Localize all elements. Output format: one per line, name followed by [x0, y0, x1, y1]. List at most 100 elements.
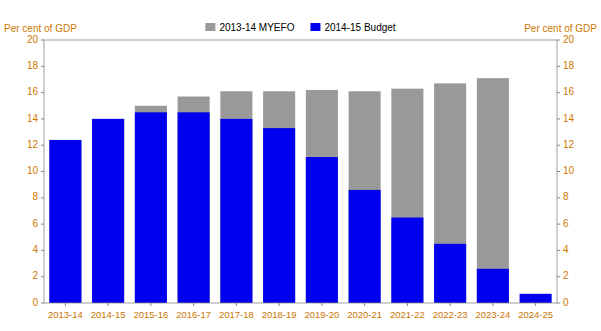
y-tick: [41, 171, 44, 172]
y-tick-label: 8: [32, 191, 38, 202]
bar: [434, 83, 466, 303]
plot-frame: [44, 40, 557, 303]
y2-tick: [557, 250, 560, 251]
y2-axis-label: Per cent of GDP: [524, 23, 597, 34]
y2-tick: [557, 224, 560, 225]
x-tick: [236, 303, 237, 306]
y2-tick: [557, 145, 560, 146]
bar: [49, 140, 81, 303]
y-tick-label: 14: [27, 113, 39, 124]
chart: 0 2 4 6 8 10 12 14 16 18 20 0 2 4 6 8 10 12 14 16 18 20 2013-1…: [0, 0, 601, 331]
y2-tick-label: 14: [563, 113, 575, 124]
x-tick-label: 2014-15: [91, 309, 126, 320]
y2-tick: [557, 276, 560, 277]
x-tick: [108, 303, 109, 306]
y2-tick-label: 12: [563, 139, 575, 150]
legend-label: 2013-14 MYEFO: [219, 22, 294, 33]
bar: [49, 140, 81, 303]
bar: [520, 294, 552, 303]
y2-tick: [557, 171, 560, 172]
bar: [349, 91, 381, 303]
x-tick: [279, 303, 280, 306]
y-tick-label: 20: [27, 34, 39, 45]
y2-tick-label: 10: [563, 165, 575, 176]
bar: [434, 244, 466, 303]
bar: [306, 90, 338, 303]
x-tick: [407, 303, 408, 306]
y2-tick: [557, 92, 560, 93]
bar: [220, 119, 252, 303]
bar: [391, 218, 423, 303]
y-tick: [41, 276, 44, 277]
x-tick: [150, 303, 151, 306]
x-tick-label: 2017-18: [219, 309, 254, 320]
x-tick-label: 2021-22: [390, 309, 425, 320]
y2-tick-label: 4: [563, 244, 569, 255]
bar: [263, 91, 295, 303]
y-tick: [41, 250, 44, 251]
chart-container: 0 2 4 6 8 10 12 14 16 18 20 0 2 4 6 8 10 12 14 16 18 20 2013-1…: [0, 0, 601, 331]
bars: [49, 78, 551, 303]
bar: [178, 112, 210, 303]
bar: [92, 119, 124, 303]
y2-tick: [557, 303, 560, 304]
y-tick-label: 4: [32, 244, 38, 255]
bar: [220, 91, 252, 303]
y-tick-label: 0: [32, 297, 38, 308]
y-tick: [41, 40, 44, 41]
x-tick-label: 2019-20: [304, 309, 339, 320]
y2-tick-label: 16: [563, 86, 575, 97]
bar: [349, 190, 381, 303]
y2-tick-label: 6: [563, 218, 569, 229]
bar: [306, 157, 338, 303]
y-tick: [41, 145, 44, 146]
x-tick-label: 2020-21: [347, 309, 382, 320]
x-tick: [321, 303, 322, 306]
legend-item: 2014-15 Budget: [310, 22, 395, 33]
y2-tick-label: 18: [563, 60, 575, 71]
y-tick: [41, 224, 44, 225]
x-tick: [364, 303, 365, 306]
y2-tick-label: 0: [563, 297, 569, 308]
y2-tick: [557, 118, 560, 119]
y-tick: [41, 66, 44, 67]
bar: [263, 128, 295, 303]
x-tick-label: 2015-16: [133, 309, 168, 320]
y-tick: [41, 118, 44, 119]
bar: [477, 269, 509, 303]
bar: [178, 97, 210, 303]
legend-label: 2014-15 Budget: [324, 22, 395, 33]
y-tick-label: 6: [32, 218, 38, 229]
y-tick-label: 12: [27, 139, 39, 150]
x-tick-label: 2024-25: [518, 309, 553, 320]
y2-tick-label: 20: [563, 34, 575, 45]
y-tick: [41, 303, 44, 304]
y2-tick: [557, 40, 560, 41]
y-tick-label: 10: [27, 165, 39, 176]
x-tick: [65, 303, 66, 306]
bar: [135, 112, 167, 303]
y-tick-label: 18: [27, 60, 39, 71]
x-tick: [535, 303, 536, 306]
legend-swatch: [205, 23, 215, 31]
x-tick-label: 2016-17: [176, 309, 211, 320]
y2-tick-label: 8: [563, 191, 569, 202]
x-tick-label: 2018-19: [262, 309, 297, 320]
x-tick: [193, 303, 194, 306]
legend-item: 2013-14 MYEFO: [205, 22, 294, 33]
x-tick: [492, 303, 493, 306]
y-tick: [41, 92, 44, 93]
bar: [391, 89, 423, 303]
y-tick-label: 16: [27, 86, 39, 97]
x-tick-label: 2023-24: [475, 309, 510, 320]
y-tick-label: 2: [32, 270, 38, 281]
y2-tick: [557, 66, 560, 67]
x-tick: [450, 303, 451, 306]
x-tick-label: 2022-23: [433, 309, 468, 320]
y2-tick: [557, 197, 560, 198]
legend: 2013-14 MYEFO 2014-15 Budget: [205, 22, 395, 33]
y2-tick-label: 2: [563, 270, 569, 281]
y-tick: [41, 197, 44, 198]
legend-swatch: [310, 23, 320, 31]
bar: [92, 119, 124, 303]
